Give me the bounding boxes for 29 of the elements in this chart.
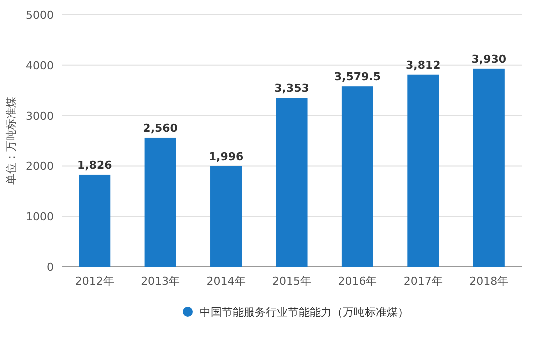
text: 3,353 xyxy=(274,82,310,96)
y-tick-label: 5000 xyxy=(26,9,54,22)
y-tick-label: 2000 xyxy=(26,160,54,174)
bar xyxy=(408,74,440,267)
bar xyxy=(342,86,374,267)
bar xyxy=(79,174,111,267)
y-tick-label: 0 xyxy=(47,261,54,274)
legend-label: 中国节能服务行业节能能力（万吨标准煤） xyxy=(200,306,409,319)
x-tick-label: 2017年 xyxy=(404,275,443,288)
y-axis-title: 单位：万吨标准煤 xyxy=(5,97,18,185)
y-tick-label: 1000 xyxy=(26,210,54,224)
text: 3,812 xyxy=(406,58,441,72)
bar xyxy=(144,138,176,267)
bar xyxy=(210,166,242,267)
text: 3,930 xyxy=(472,52,507,66)
x-tick-label: 2013年 xyxy=(141,275,180,288)
y-tick-label: 4000 xyxy=(26,59,54,72)
x-tick-label: 2014年 xyxy=(206,275,246,288)
text: 1,996 xyxy=(208,150,244,164)
x-tick-label: 2018年 xyxy=(470,275,509,288)
x-tick-label: 2015年 xyxy=(272,275,312,288)
text: 1,826 xyxy=(77,158,112,172)
x-tick-label: 2016年 xyxy=(338,275,378,288)
x-tick-label: 2012年 xyxy=(75,275,114,288)
text: 2,560 xyxy=(143,122,178,135)
bar xyxy=(473,68,505,267)
bar xyxy=(276,98,308,267)
text: 3,579.5 xyxy=(334,70,382,84)
y-tick-label: 3000 xyxy=(26,110,54,123)
